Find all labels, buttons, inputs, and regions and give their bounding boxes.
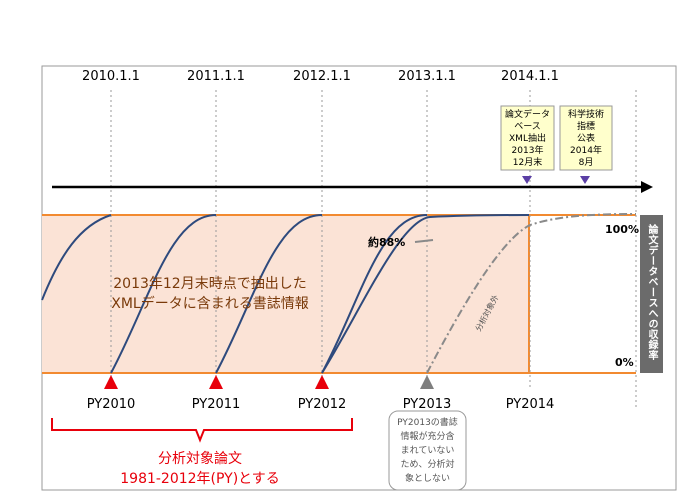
coverage-scale-label: 論文データベースへの収録率 xyxy=(646,223,658,361)
py-label-2014: PY2014 xyxy=(506,397,555,412)
percent-pointer xyxy=(414,239,434,243)
curve-py2011 xyxy=(215,214,323,374)
py-label-2012: PY2012 xyxy=(298,397,347,412)
note-line: PY2013の書誌 xyxy=(397,416,458,428)
py2013-marker xyxy=(420,375,434,389)
curve-py2012 xyxy=(321,214,428,374)
callout-line: 公表 xyxy=(577,132,595,144)
note-line: 情報が充分含 xyxy=(400,430,454,442)
callout-line: 2013年 xyxy=(512,144,544,156)
py2010-marker xyxy=(104,375,118,389)
py-label-2011: PY2011 xyxy=(192,397,241,412)
callout-box xyxy=(559,105,613,171)
curve-py2010 xyxy=(110,214,217,374)
note-box xyxy=(388,410,467,491)
coverage-percent-label: 約88% xyxy=(368,235,405,249)
note-line: まれていない xyxy=(401,445,455,456)
py2012-marker xyxy=(315,375,329,389)
event-marker-triangle xyxy=(580,176,590,184)
analysis-range-bracket xyxy=(51,418,353,443)
py-label-2013: PY2013 xyxy=(403,397,452,412)
curve-py2009 xyxy=(41,214,112,301)
year-label-2011: 2011.1.1 xyxy=(187,69,245,84)
event-marker-triangle xyxy=(522,176,532,184)
callout-box xyxy=(500,105,555,171)
coverage-scale-panel xyxy=(640,215,663,373)
year-label-2012: 2012.1.1 xyxy=(293,69,351,84)
py2013-note: PY2013の書誌 情報が充分含 まれていない ため、分析対 象としない xyxy=(388,410,467,491)
callout-indicator-publication: 科学技術 指標 公表 2014年 8月 xyxy=(559,105,613,184)
coverage-band xyxy=(42,215,529,373)
py2011-marker xyxy=(209,375,223,389)
scale-bottom-label: 0% xyxy=(615,356,634,369)
analysis-target-subtitle: 1981-2012年(PY)とする xyxy=(120,471,280,487)
callout-line: 科学技術 xyxy=(568,108,604,120)
callout-line: 2014年 xyxy=(570,144,602,156)
callout-line: XML抽出 xyxy=(509,132,546,144)
year-label-2014: 2014.1.1 xyxy=(501,69,559,84)
curve-py2013-observed xyxy=(321,214,530,374)
time-axis-arrowhead xyxy=(641,181,653,193)
callout-line: 指標 xyxy=(577,120,595,132)
band-text-line-1: 2013年12月末時点で抽出した xyxy=(113,276,306,292)
year-label-2010: 2010.1.1 xyxy=(82,69,140,84)
callout-line: 論文データ xyxy=(505,108,550,120)
band-text-line-2: XMLデータに含まれる書誌情報 xyxy=(111,295,308,312)
note-line: ため、分析対 xyxy=(400,458,454,470)
callout-line: 12月末 xyxy=(513,156,542,168)
py-label-2010: PY2010 xyxy=(87,397,136,412)
scale-top-label: 100% xyxy=(605,223,639,236)
note-line: 象としない xyxy=(405,472,450,484)
callout-line: 8月 xyxy=(579,157,594,168)
callout-line: ベース xyxy=(514,122,541,132)
callout-xml-extraction: 論文データ ベース XML抽出 2013年 12月末 xyxy=(500,105,555,184)
year-label-2013: 2013.1.1 xyxy=(398,69,456,84)
curve-py2013-projected xyxy=(426,213,637,374)
coverage-curves xyxy=(41,214,530,374)
analysis-target-title: 分析対象論文 xyxy=(158,451,242,467)
